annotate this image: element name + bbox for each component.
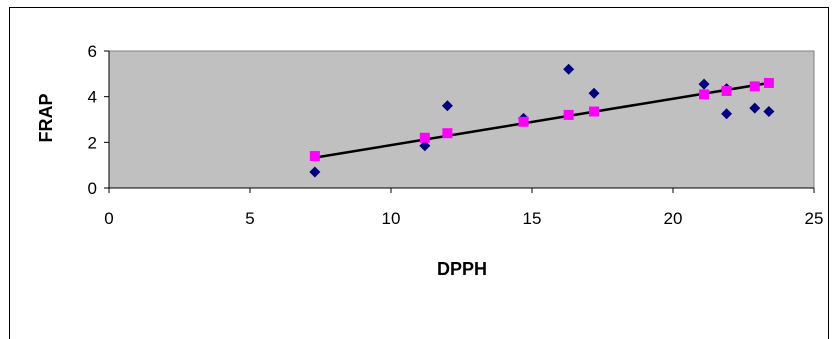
x-tick-label: 20 <box>664 209 683 228</box>
plot-area <box>108 50 815 189</box>
diamond-point <box>588 87 600 99</box>
diamond-point <box>749 102 761 114</box>
diamond-point <box>563 63 575 75</box>
y-tick-label: 6 <box>88 42 97 61</box>
square-point <box>699 89 710 100</box>
square-point <box>518 116 529 127</box>
square-point <box>442 128 453 139</box>
square-point <box>309 151 320 162</box>
x-tick-label: 15 <box>523 209 542 228</box>
diamond-point <box>763 106 775 118</box>
y-tick-label: 0 <box>88 179 97 198</box>
square-point <box>763 77 774 88</box>
tick-labels: 0 2 4 6 0 5 10 15 20 25 <box>88 42 824 228</box>
x-tick-label: 0 <box>104 209 113 228</box>
x-tick-label: 5 <box>245 209 254 228</box>
square-point <box>589 106 600 117</box>
axes <box>104 50 815 193</box>
y-tick-label: 2 <box>88 133 97 152</box>
trendline <box>314 81 770 159</box>
square-point <box>749 81 760 92</box>
diamond-point <box>419 140 431 152</box>
square-point <box>721 85 732 96</box>
x-tick-label: 10 <box>382 209 401 228</box>
diamond-point <box>721 108 733 120</box>
x-tick-label: 25 <box>805 209 824 228</box>
square-point <box>563 109 574 120</box>
y-tick-label: 4 <box>88 88 97 107</box>
square-point <box>419 132 430 143</box>
data-points <box>309 63 775 178</box>
y-axis-label: FRAP <box>36 94 56 143</box>
diamond-point <box>309 166 321 178</box>
diamond-point <box>441 100 453 112</box>
x-axis-label: DPPH <box>437 259 487 279</box>
diamond-point <box>698 78 710 90</box>
